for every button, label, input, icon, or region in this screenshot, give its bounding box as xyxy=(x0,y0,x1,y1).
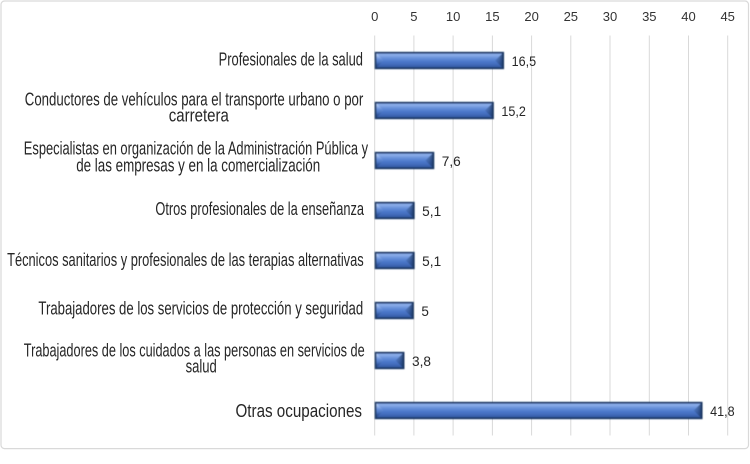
svg-text:Trabajadores de los servicios: Trabajadores de los servicios de protecc… xyxy=(38,299,363,319)
svg-text:30: 30 xyxy=(603,9,617,24)
svg-text:10: 10 xyxy=(446,9,460,24)
svg-text:41,8: 41,8 xyxy=(710,404,735,419)
svg-text:5,1: 5,1 xyxy=(422,204,441,219)
svg-text:Otros profesionales de la ense: Otros profesionales de la enseñanza xyxy=(155,199,364,219)
svg-text:Trabajadores de los cuidados a: Trabajadores de los cuidados a las perso… xyxy=(24,341,365,361)
svg-text:Técnicos sanitarios y profesio: Técnicos sanitarios y profesionales de l… xyxy=(7,250,364,270)
svg-text:15,2: 15,2 xyxy=(501,104,526,119)
svg-text:20: 20 xyxy=(524,9,538,24)
svg-text:15: 15 xyxy=(485,9,499,24)
svg-text:salud: salud xyxy=(186,356,217,376)
svg-text:Otras ocupaciones: Otras ocupaciones xyxy=(236,401,363,421)
svg-text:3,8: 3,8 xyxy=(412,354,431,369)
svg-text:de las empresas y en la comerc: de las empresas y en la comercialización xyxy=(76,156,320,176)
svg-text:Especialistas en organización: Especialistas en organización de la Admi… xyxy=(24,139,368,159)
svg-text:25: 25 xyxy=(564,9,578,24)
svg-text:7,6: 7,6 xyxy=(442,154,461,169)
svg-text:5,1: 5,1 xyxy=(422,254,441,269)
svg-text:45: 45 xyxy=(720,9,734,24)
svg-text:5: 5 xyxy=(410,9,417,24)
svg-text:carretera: carretera xyxy=(169,106,230,126)
svg-text:5: 5 xyxy=(421,304,429,319)
svg-text:40: 40 xyxy=(681,9,695,24)
svg-text:16,5: 16,5 xyxy=(512,54,536,69)
svg-text:0: 0 xyxy=(371,9,378,24)
svg-text:35: 35 xyxy=(642,9,656,24)
svg-text:Conductores de vehículos para: Conductores de vehículos para el transpo… xyxy=(25,90,364,110)
svg-text:Profesionales de la salud: Profesionales de la salud xyxy=(219,50,363,70)
